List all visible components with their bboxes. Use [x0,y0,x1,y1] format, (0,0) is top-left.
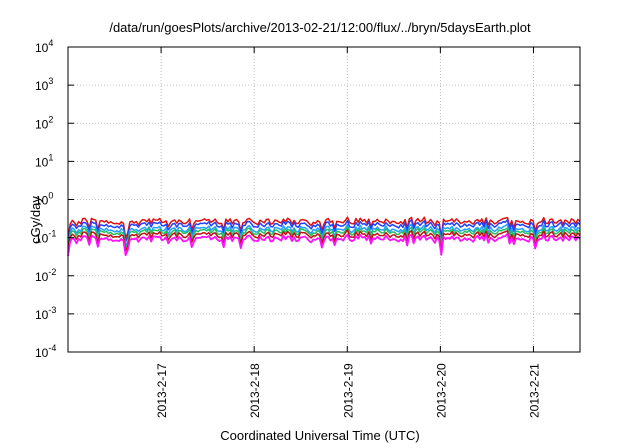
series-line [67,223,581,247]
y-axis-label: cGy/day [28,196,43,244]
y-tick-label: 103 [35,76,53,93]
y-tick-label: 104 [35,38,53,55]
series-line [67,216,581,239]
series-line [67,219,581,243]
x-tick-label: 2013-2-19 [341,363,355,418]
x-tick-label: 2013-2-21 [527,363,541,418]
x-tick-label: 2013-2-17 [155,363,169,418]
x-axis: 2013-2-17 2013-2-18 2013-2-19 2013-2-20 2013… [155,47,541,418]
x-tick-label: 2013-2-20 [434,363,448,418]
y-tick-label: 10-4 [35,343,56,360]
series-group [67,216,581,257]
y-tick-label: 101 [35,152,53,169]
grid [68,47,580,352]
y-tick-label: 102 [35,114,53,131]
x-tick-label: 2013-2-18 [248,363,262,418]
y-tick-label: 10-2 [35,267,56,284]
series-line [67,228,581,253]
x-axis-label: Coordinated Universal Time (UTC) [220,428,420,443]
series-line [67,232,581,257]
series-line [67,226,581,250]
chart-title: /data/run/goesPlots/archive/2013-02-21/1… [109,20,531,35]
y-tick-label: 10-3 [35,305,56,322]
